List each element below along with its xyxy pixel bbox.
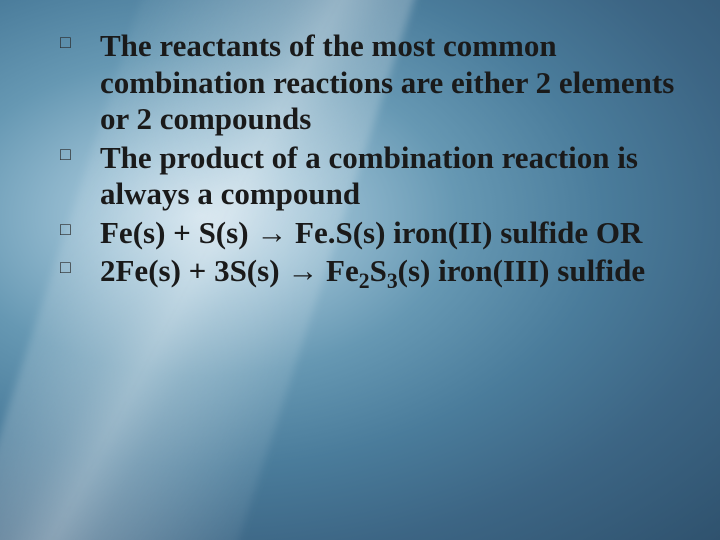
- bullet-item: The reactants of the most common combina…: [60, 28, 680, 138]
- slide-content: The reactants of the most common combina…: [0, 0, 720, 312]
- bullet-item: Fe(s) + S(s) → Fe.S(s) iron(II) sulfide …: [60, 215, 680, 252]
- bullet-item: 2Fe(s) + 3S(s) → Fe2S3(s) iron(III) sulf…: [60, 253, 680, 290]
- bullet-list: The reactants of the most common combina…: [60, 28, 680, 290]
- bullet-item: The product of a combination reaction is…: [60, 140, 680, 213]
